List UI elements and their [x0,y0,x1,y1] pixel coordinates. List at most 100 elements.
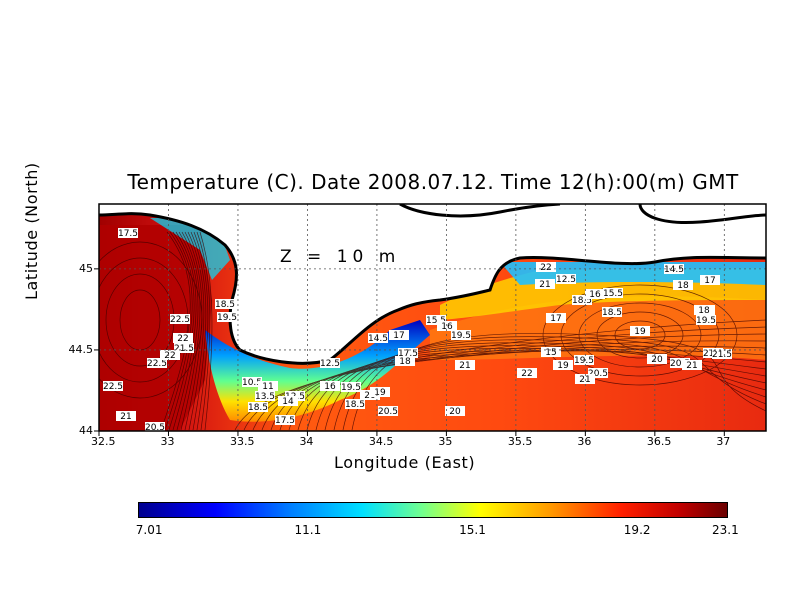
contour-label: 14.5 [664,264,684,275]
contour-label-text: 20.5 [378,407,398,417]
contour-label: 18.5 [602,307,622,318]
contour-label-text: 17 [550,314,561,324]
isotherm-line [342,336,766,431]
contour-label: 12.5 [320,358,340,369]
contour-label-text: 19.5 [574,356,594,366]
contour-label: 16 [320,381,340,392]
contour-label-box [145,422,165,431]
x-tick-label: 36 [577,435,592,448]
x-tick-label: 35.5 [507,435,533,448]
contour-label-text: 21.5 [174,344,194,354]
contour-label: 16 [585,289,605,300]
contour-label-box [553,360,573,370]
contour-label-text: 19.5 [696,316,716,326]
contour-label: 22.5 [147,358,167,369]
contour-label-box [437,321,457,331]
contour-label-box [215,299,235,309]
contour-label: 22 [517,368,537,379]
contour-label-box [255,391,275,401]
contour-label-box [341,382,361,392]
contour-label-layer: 17.522.52221.522.52218.519.522.52120.510… [103,228,732,433]
isotherm-line [193,231,209,431]
plot-frame [98,203,767,432]
contour-label-box [426,315,446,325]
y-tick-label: 44.5 [68,342,94,356]
isotherm-loop [542,284,738,386]
contour-label-text: 15.5 [603,289,623,299]
x-tick-label: 34 [299,435,314,448]
isotherm-line [176,231,199,431]
colorbar-tick-label: 11.1 [294,523,322,537]
isotherm-loop [99,241,203,399]
contour-label-box [585,289,605,299]
contour-label-text: 19.5 [451,331,471,341]
contour-label: 22 [173,333,193,344]
contour-label: 19.5 [217,312,237,323]
contour-label-text: 17.5 [398,349,418,359]
contour-label-text: 11 [262,382,273,392]
contour-label-text: 22.5 [147,359,167,369]
contour-label-box [603,288,623,298]
contour-label: 20 [445,406,465,417]
x-tick-label: 34.5 [368,435,394,448]
x-tick-label: 33 [160,435,175,448]
contour-label-box [517,368,537,378]
contour-label-text: 10.5 [242,378,262,388]
contour-label-box [700,275,720,285]
contour-label: 15.5 [603,288,623,299]
contour-label: 11 [258,381,278,392]
contour-label: 19.5 [341,382,361,393]
colorbar-tick-label: 19.2 [623,523,651,537]
contour-label: 22.5 [103,381,123,392]
contour-label-text: 20 [449,407,461,417]
contour-label-box [682,360,702,370]
isotherm-line [351,333,766,431]
y-tick-label: 45 [79,261,93,275]
contour-label-text: 22 [177,334,188,344]
contour-label: 18.5 [572,295,592,306]
contour-label-box [546,313,566,323]
isotherm-loop [596,311,684,359]
x-tick-label: 33.5 [229,435,255,448]
contour-label-text: 13.5 [255,392,275,402]
contour-label-text: 17 [704,276,715,286]
contour-label-box [345,399,365,409]
contour-label-text: 12.5 [320,359,340,369]
isotherm-line [187,231,205,431]
contour-label-text: 18.5 [572,296,592,306]
contour-label: 19.5 [696,315,716,326]
contour-label-box [248,402,268,412]
colorbar [138,502,728,518]
contour-label-text: 17.5 [275,416,295,426]
contour-label-text: 18.5 [602,308,622,318]
contour-label-box [173,333,193,343]
isotherm-line [288,350,766,431]
contour-label-text: 18.5 [215,300,235,310]
contour-label-text: 21 [539,280,550,290]
contour-label-box [389,330,409,340]
contour-label-box [602,307,622,317]
isotherm-line [168,231,195,431]
x-tick-label: 35 [438,435,453,448]
lat-lon-grid [99,204,766,431]
contour-label-text: 18 [677,281,689,291]
isotherm-line [199,231,213,431]
contour-label: 20.5 [588,368,608,379]
contour-label-text: 22 [540,263,551,273]
contour-label-box [451,330,471,340]
land-crimea [99,204,766,364]
contour-label-text: 16 [441,322,453,332]
contour-label-text: 20.5 [145,423,165,433]
isotherm-loop [614,320,666,350]
coastline-north [399,204,561,218]
contour-label: 15 [541,347,561,358]
contour-label: 21.5 [174,343,194,354]
contour-label: 19.5 [451,330,471,341]
contour-label-text: 19.5 [217,313,237,323]
contour-label-text: 16 [324,382,336,392]
contour-label-text: 19 [557,361,569,371]
contour-label-text: 18.5 [345,400,365,410]
contour-label: 18 [694,305,714,316]
contour-label: 18 [395,356,415,367]
